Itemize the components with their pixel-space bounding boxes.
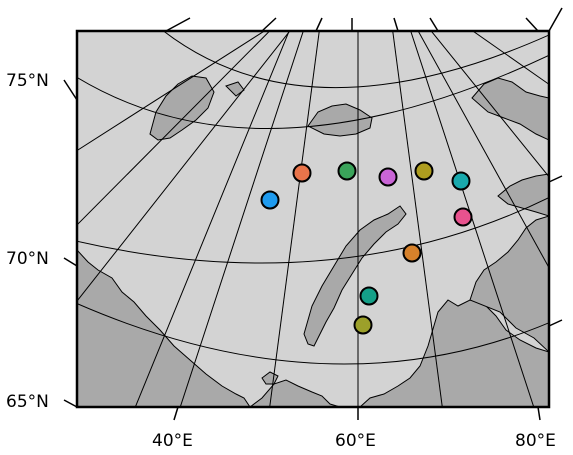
station-marker[interactable] [337, 161, 357, 181]
scandinavia-landmass [77, 249, 251, 407]
lat-label-70n: 70°N [6, 249, 49, 269]
meridian-65e [392, 31, 443, 407]
franz-josef-land [307, 103, 373, 137]
parallel-75n [77, 54, 549, 129]
meridian-30e [77, 31, 266, 152]
meridian-40e [77, 31, 291, 302]
station-marker[interactable] [292, 163, 312, 183]
station-marker[interactable] [402, 243, 422, 263]
meridian-75e [417, 31, 549, 269]
svalbard [149, 75, 215, 141]
meridian-35e [77, 31, 271, 226]
meridian-55e [269, 31, 320, 407]
meridian-85e [471, 31, 549, 85]
station-marker[interactable] [453, 207, 473, 227]
meridian-50e [179, 31, 304, 407]
parallel-80n [162, 31, 549, 88]
meridian-45e [134, 31, 290, 407]
meridian-70e [410, 31, 535, 407]
meridian-80e [430, 31, 549, 178]
lon-label-40e: 40°E [152, 431, 193, 451]
map-frame [75, 29, 551, 409]
station-marker[interactable] [378, 167, 398, 187]
station-marker[interactable] [353, 315, 373, 335]
stations [260, 161, 473, 335]
pechora-coast [359, 299, 549, 407]
station-marker[interactable] [260, 190, 280, 210]
parallel-70n [77, 196, 549, 264]
station-marker[interactable] [414, 161, 434, 181]
lat-label-65n: 65°N [6, 392, 49, 412]
lon-label-80e: 80°E [515, 431, 556, 451]
station-marker[interactable] [451, 171, 471, 191]
frame-ticks [63, 7, 563, 421]
novaya-zemlya [303, 205, 407, 347]
lon-label-60e: 60°E [335, 431, 376, 451]
lat-label-75n: 75°N [6, 71, 49, 91]
yamal-peninsula [469, 215, 549, 353]
parallel-65n [77, 302, 549, 365]
kvitoya [225, 81, 245, 97]
station-marker[interactable] [359, 286, 379, 306]
graticule [77, 31, 549, 407]
